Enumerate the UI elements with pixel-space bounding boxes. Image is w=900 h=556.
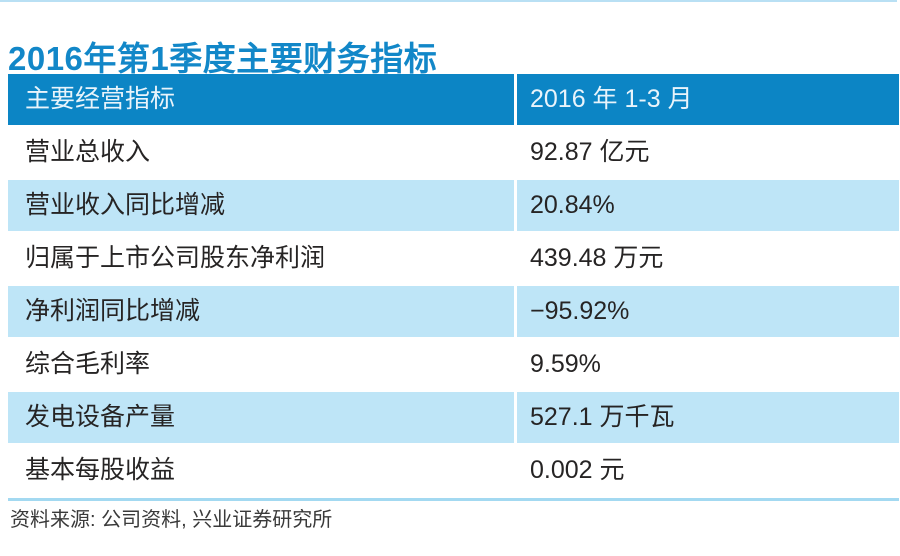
table-row: 营业总收入 92.87 亿元: [8, 127, 899, 178]
financial-indicators-table: 主要经营指标 2016 年 1-3 月 营业总收入 92.87 亿元 营业收入同…: [8, 74, 899, 496]
figure-title: 2016年第1季度主要财务指标: [8, 40, 438, 78]
row-value: 92.87 亿元: [517, 127, 899, 178]
table-row: 归属于上市公司股东净利润 439.48 万元: [8, 233, 899, 284]
row-label: 净利润同比增减: [8, 286, 514, 337]
row-label: 营业收入同比增减: [8, 180, 514, 231]
row-label: 基本每股收益: [8, 445, 514, 496]
top-accent-line: [0, 0, 897, 2]
row-label: 综合毛利率: [8, 339, 514, 390]
row-label: 发电设备产量: [8, 392, 514, 443]
table-row: 综合毛利率 9.59%: [8, 339, 899, 390]
table-row: 基本每股收益 0.002 元: [8, 445, 899, 496]
table-row: 净利润同比增减 −95.92%: [8, 286, 899, 337]
row-value: 9.59%: [517, 339, 899, 390]
table-row: 发电设备产量 527.1 万千瓦: [8, 392, 899, 443]
row-value: 20.84%: [517, 180, 899, 231]
row-label: 营业总收入: [8, 127, 514, 178]
row-label: 归属于上市公司股东净利润: [8, 233, 514, 284]
table-header-row: 主要经营指标 2016 年 1-3 月: [8, 74, 899, 125]
source-note: 资料来源: 公司资料, 兴业证券研究所: [10, 509, 333, 531]
table-bottom-divider: [8, 498, 899, 501]
table-row: 营业收入同比增减 20.84%: [8, 180, 899, 231]
row-value: 527.1 万千瓦: [517, 392, 899, 443]
row-value: −95.92%: [517, 286, 899, 337]
row-value: 439.48 万元: [517, 233, 899, 284]
header-cell-period: 2016 年 1-3 月: [517, 74, 899, 125]
header-cell-indicator: 主要经营指标: [8, 74, 514, 125]
row-value: 0.002 元: [517, 445, 899, 496]
